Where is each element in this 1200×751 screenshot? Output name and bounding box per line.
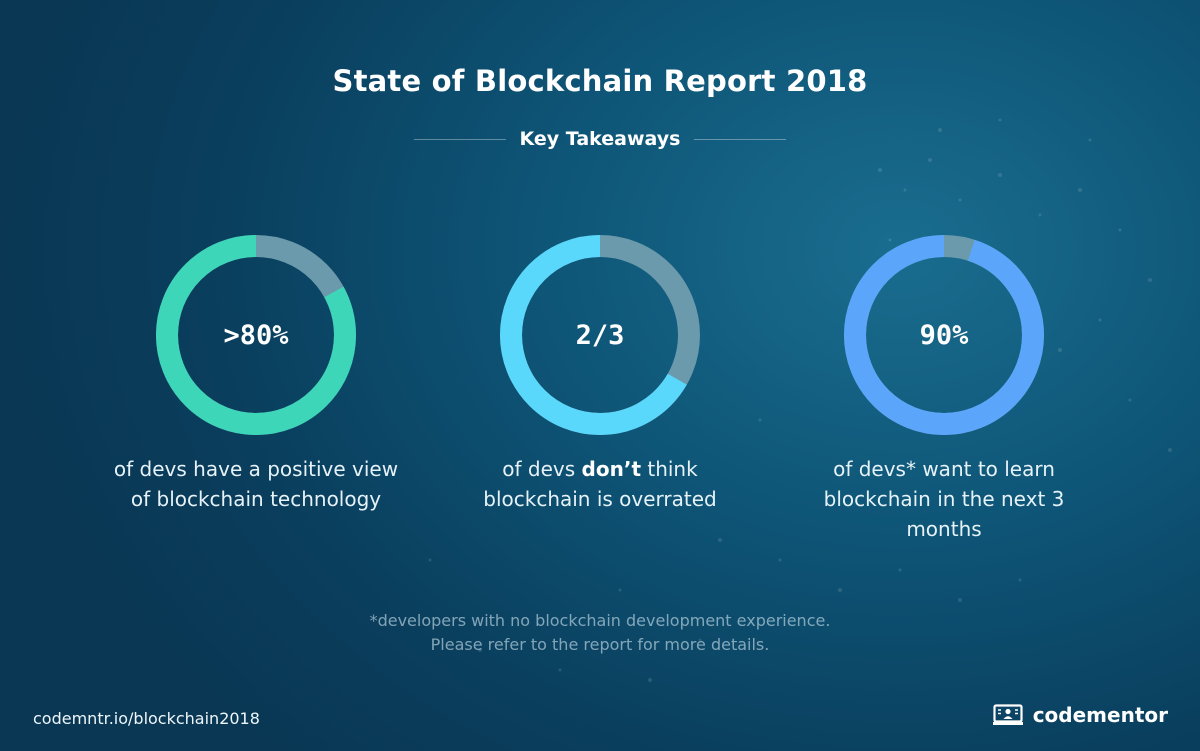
footnote-line-1: *developers with no blockchain developme… — [369, 611, 831, 630]
subtitle-divider-left — [413, 138, 506, 140]
stat-value: >80% — [223, 320, 289, 351]
report-url: codemntr.io/blockchain2018 — [33, 709, 260, 728]
donut-chart-positive-view — [156, 235, 356, 435]
subtitle-divider-right — [694, 138, 787, 140]
donut-fill — [844, 235, 1044, 435]
footnote-line-2: Please refer to the report for more deta… — [430, 635, 770, 654]
brand-logo: codementor — [992, 703, 1168, 727]
donut-fill — [500, 235, 700, 435]
brand-name: codementor — [1032, 703, 1168, 727]
caption-emphasis: don’t — [581, 457, 641, 481]
footnote: *developers with no blockchain developme… — [0, 609, 1200, 657]
caption-text: of devs — [502, 457, 582, 481]
codementor-logo-icon — [992, 704, 1023, 725]
donut-chart-not-overrated — [500, 235, 700, 435]
page-subtitle: Key Takeaways — [519, 128, 681, 150]
caption-text: of devs* want to learn blockchain in the… — [823, 457, 1065, 541]
stat-caption: of devs have a positive view of blockcha… — [106, 454, 406, 514]
stat-positive-view: >80% of devs have a positive view of blo… — [106, 234, 406, 514]
page-title: State of Blockchain Report 2018 — [332, 64, 868, 98]
stat-not-overrated: 2/3 of devs don’t think blockchain is ov… — [450, 234, 750, 514]
stat-want-to-learn: 90% of devs* want to learn blockchain in… — [794, 234, 1094, 544]
stat-value: 90% — [919, 320, 969, 351]
stat-value: 2/3 — [575, 320, 625, 351]
stat-caption: of devs* want to learn blockchain in the… — [794, 454, 1094, 544]
caption-text-after: think blockchain is overrated — [483, 457, 717, 511]
donut-fill — [156, 235, 356, 435]
subtitle-row: Key Takeaways — [0, 124, 1200, 154]
donut-chart-want-to-learn — [844, 235, 1044, 435]
caption-text: of devs have a positive view of blockcha… — [113, 457, 399, 511]
stat-caption: of devs don’t think blockchain is overra… — [450, 454, 750, 514]
